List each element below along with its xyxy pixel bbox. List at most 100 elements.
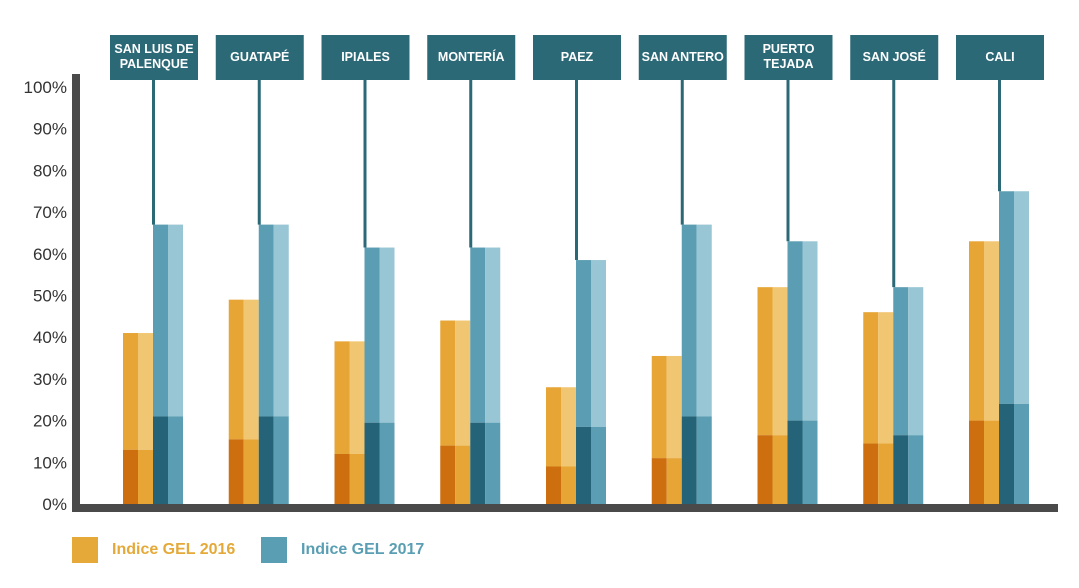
bar-2017-lower-right [379, 422, 395, 504]
bar-2017-lower-left [893, 435, 909, 504]
bar-2016-lower-right [666, 458, 682, 504]
bar-2017-upper-left [576, 260, 591, 427]
bar-2016-lower-left [969, 420, 984, 504]
bar-2017-lower-left [153, 416, 168, 504]
category-label-box [215, 35, 304, 80]
bar-2016-lower-left [334, 453, 350, 504]
bar-2016-lower-left [863, 443, 879, 504]
category-label-box [427, 35, 516, 80]
bar-2016-lower-right [349, 453, 365, 504]
bar-2016-lower-left [757, 435, 773, 504]
bar-2016-lower-left [546, 466, 561, 504]
bar-2016-lower-left [123, 449, 138, 504]
category-label-box [533, 35, 621, 80]
bar-2017-upper-right [1014, 191, 1029, 404]
bar-2016-lower-right [984, 420, 999, 504]
bar-2017-lower-left [470, 422, 486, 504]
y-tick-label: 70% [33, 203, 67, 222]
y-tick-label: 100% [24, 78, 67, 97]
bar-2017-upper-right [908, 287, 924, 436]
bar-2017-lower-left [681, 416, 697, 504]
bar-2017-upper-left [470, 247, 486, 423]
bar-2016-upper-left [334, 341, 350, 454]
bar-2016-lower-left [440, 445, 456, 504]
bar-2017-lower-right [168, 416, 183, 504]
x-axis [72, 504, 1058, 512]
bar-2017-lower-right [1014, 403, 1029, 504]
category-label: GUATAPÉ [230, 49, 289, 64]
bar-2017-upper-left [999, 191, 1014, 404]
legend-item-2017: Indice GEL 2017 [261, 537, 424, 563]
bar-2016-lower-left [228, 439, 244, 504]
category-label: SAN ANTERO [642, 50, 724, 64]
bar-2017-lower-right [908, 435, 924, 504]
category-label-box [110, 35, 198, 80]
bar-2017-lower-left [787, 420, 803, 504]
bar-2017-lower-left [999, 403, 1014, 504]
bar-2017-lower-right [696, 416, 712, 504]
bar-2016-upper-right [666, 355, 682, 459]
bar-2016-lower-right [561, 466, 576, 504]
category-label: IPIALES [341, 50, 390, 64]
category-label: MONTERÍA [438, 49, 505, 64]
bar-2016-upper-right [349, 341, 365, 454]
y-tick-label: 80% [33, 161, 67, 180]
category-label-box [744, 35, 833, 80]
legend-label-2016: Indice GEL 2016 [112, 541, 236, 558]
bar-2016-lower-right [243, 439, 259, 504]
bar-2017-upper-right [591, 260, 606, 427]
bar-2016-lower-right [455, 445, 471, 504]
category-label: PAEZ [561, 50, 594, 64]
bar-2017-upper-left [893, 287, 909, 436]
y-tick-label: 20% [33, 412, 67, 431]
category-label: SAN JOSÉ [863, 49, 926, 64]
category-label: PUERTO [763, 42, 815, 56]
category-label-box [638, 35, 727, 80]
y-tick-label: 60% [33, 245, 67, 264]
bar-2017-lower-left [576, 426, 591, 504]
bar-2017-upper-left [681, 224, 697, 417]
bar-2016-upper-left [440, 320, 456, 446]
bar-2016-upper-left [123, 333, 138, 450]
bar-2016-lower-right [138, 449, 153, 504]
bar-2017-lower-right [273, 416, 289, 504]
y-tick-label: 90% [33, 120, 67, 139]
bar-2017-upper-right [802, 241, 818, 421]
category-label: PALENQUE [120, 57, 189, 71]
y-axis [72, 74, 80, 512]
legend-item-2016: Indice GEL 2016 [72, 537, 235, 563]
y-tick-label: 40% [33, 328, 67, 347]
bar-2017-lower-right [802, 420, 818, 504]
y-tick-label: 0% [42, 495, 67, 514]
bar-2016-upper-right [772, 287, 788, 436]
category-label: TEJADA [763, 57, 813, 71]
bar-2017-upper-right [485, 247, 501, 423]
legend-swatch-2017 [261, 537, 287, 563]
bar-2016-upper-left [651, 355, 667, 459]
bar-2016-upper-left [969, 241, 984, 421]
bar-2016-upper-left [757, 287, 773, 436]
legend-label-2017: Indice GEL 2017 [301, 541, 425, 558]
legend-swatch-2016 [72, 537, 98, 563]
y-tick-label: 50% [33, 287, 67, 306]
bar-2017-lower-left [364, 422, 380, 504]
bar-2017-upper-right [273, 224, 289, 417]
bar-2017-upper-left [364, 247, 380, 423]
bar-2017-upper-right [379, 247, 395, 423]
bar-2017-upper-left [258, 224, 274, 417]
bar-2017-lower-right [591, 426, 606, 504]
bar-2016-lower-right [772, 435, 788, 504]
bar-2017-lower-left [258, 416, 274, 504]
bar-2017-upper-right [696, 224, 712, 417]
bar-2016-upper-right [561, 387, 576, 467]
category-label-box [956, 35, 1044, 80]
bar-2016-upper-right [243, 299, 259, 440]
bar-2017-upper-left [787, 241, 803, 421]
bar-2016-lower-right [878, 443, 894, 504]
bar-2016-upper-right [455, 320, 471, 446]
bar-2016-upper-left [228, 299, 244, 440]
category-label: SAN LUIS DE [114, 42, 193, 56]
y-tick-label: 30% [33, 370, 67, 389]
bar-2017-lower-right [485, 422, 501, 504]
